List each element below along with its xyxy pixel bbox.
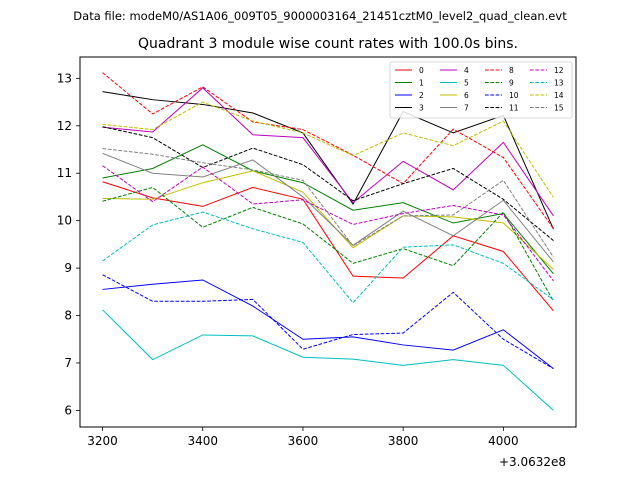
series-line-12	[102, 165, 554, 282]
y-tick-label: 9	[64, 261, 72, 275]
x-tick-label: 3600	[288, 434, 319, 448]
y-tick-label: 6	[64, 403, 72, 417]
series-line-7	[102, 152, 554, 263]
legend-label-6: 6	[464, 91, 469, 100]
y-axis: 6 7 8 9 10 11 12 13	[57, 71, 80, 417]
x-axis: 3200 3400 3600 3800 4000	[87, 427, 519, 448]
x-tick-label: 3200	[87, 434, 118, 448]
data-file-caption: Data file: modeM0/AS1A06_009T05_90000031…	[73, 9, 567, 23]
x-tick-label: 3800	[388, 434, 419, 448]
y-tick-label: 11	[57, 166, 72, 180]
legend-label-11: 11	[509, 104, 519, 113]
series-line-13	[102, 211, 554, 304]
legend-label-3: 3	[419, 104, 424, 113]
y-tick-label: 7	[64, 356, 72, 370]
series-line-11	[102, 126, 554, 241]
series-line-5	[102, 309, 554, 411]
legend-box	[389, 61, 573, 119]
plot-border	[79, 56, 577, 428]
series-line-4	[102, 87, 554, 217]
series-line-9	[102, 186, 554, 302]
y-tick-label: 10	[57, 214, 72, 228]
series-layer	[102, 72, 554, 411]
chart-title: Quadrant 3 module wise count rates with …	[138, 36, 518, 52]
series-line-6	[102, 170, 554, 270]
x-axis-offset-label: +3.0632e8	[499, 455, 566, 469]
legend-label-10: 10	[509, 91, 519, 100]
legend-label-14: 14	[554, 91, 564, 100]
legend-label-8: 8	[509, 66, 514, 75]
legend-label-2: 2	[419, 91, 424, 100]
legend-label-15: 15	[554, 104, 564, 113]
series-line-8	[102, 72, 554, 230]
legend-label-9: 9	[509, 79, 514, 88]
x-tick-label: 3400	[187, 434, 218, 448]
legend-label-7: 7	[464, 104, 469, 113]
series-line-3	[102, 91, 554, 230]
y-tick-label: 12	[57, 119, 72, 133]
y-tick-label: 13	[57, 71, 72, 85]
series-line-15	[102, 148, 554, 258]
series-line-0	[102, 181, 554, 312]
series-line-2	[102, 279, 554, 370]
legend-label-12: 12	[554, 66, 564, 75]
legend-label-13: 13	[554, 79, 564, 88]
series-line-14	[102, 101, 554, 198]
legend-label-0: 0	[419, 66, 424, 75]
legend-label-5: 5	[464, 79, 469, 88]
x-tick-label: 4000	[488, 434, 519, 448]
series-line-10	[102, 274, 554, 370]
legend-label-4: 4	[464, 66, 469, 75]
y-tick-label: 8	[64, 309, 72, 323]
legend-label-1: 1	[419, 79, 424, 88]
